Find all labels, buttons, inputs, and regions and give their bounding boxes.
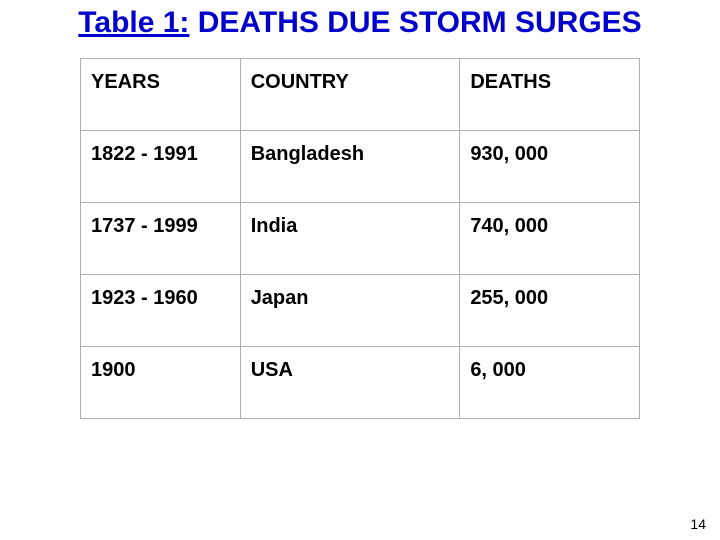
table-row: 1923 - 1960 Japan 255, 000	[81, 275, 640, 347]
cell-years: 1737 - 1999	[81, 203, 241, 275]
cell-years: 1822 - 1991	[81, 131, 241, 203]
cell-country: India	[240, 203, 460, 275]
cell-deaths: 6, 000	[460, 347, 640, 419]
cell-country: USA	[240, 347, 460, 419]
cell-deaths: 740, 000	[460, 203, 640, 275]
table-row: 1737 - 1999 India 740, 000	[81, 203, 640, 275]
table-row: 1822 - 1991 Bangladesh 930, 000	[81, 131, 640, 203]
cell-years: 1900	[81, 347, 241, 419]
cell-country: Japan	[240, 275, 460, 347]
table-row: 1900 USA 6, 000	[81, 347, 640, 419]
table-header-row: YEARS COUNTRY DEATHS	[81, 59, 640, 131]
col-header-deaths: DEATHS	[460, 59, 640, 131]
cell-deaths: 930, 000	[460, 131, 640, 203]
title-prefix: Table 1:	[78, 6, 189, 39]
storm-surge-table: YEARS COUNTRY DEATHS 1822 - 1991 Banglad…	[80, 58, 640, 419]
page-number: 14	[690, 516, 706, 532]
cell-deaths: 255, 000	[460, 275, 640, 347]
cell-country: Bangladesh	[240, 131, 460, 203]
col-header-years: YEARS	[81, 59, 241, 131]
col-header-country: COUNTRY	[240, 59, 460, 131]
title-rest: DEATHS DUE STORM SURGES	[189, 6, 641, 39]
cell-years: 1923 - 1960	[81, 275, 241, 347]
title-container: Table 1: DEATHS DUE STORM SURGES	[0, 0, 720, 40]
